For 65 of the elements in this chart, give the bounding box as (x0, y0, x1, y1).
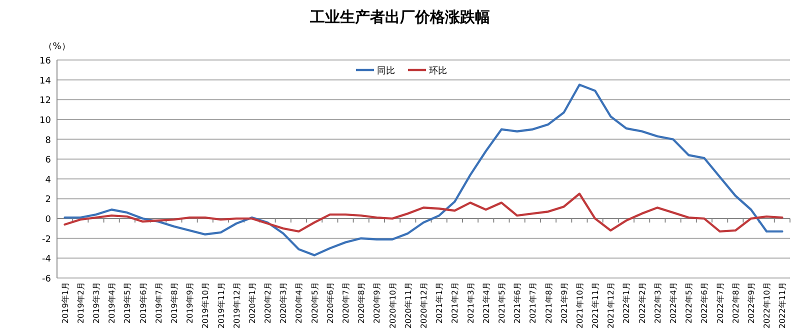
x-tick-label: 2020年3月 (279, 282, 288, 324)
x-tick-label: 2020年12月 (420, 282, 428, 329)
x-tick-label: 2019年11月 (216, 282, 226, 329)
x-tick-label: 2021年12月 (606, 282, 616, 329)
x-tick-label: 2019年3月 (92, 282, 101, 324)
x-tick-label: 2021年1月 (435, 282, 444, 324)
x-tick-label: 2022年4月 (669, 282, 678, 324)
y-axis-title: （%） (44, 42, 70, 52)
x-tick-label: 2020年6月 (326, 282, 335, 324)
x-tick-label: 2020年9月 (372, 282, 382, 324)
x-tick-label: 2019年4月 (108, 282, 117, 324)
x-tick-label: 2019年5月 (123, 282, 132, 324)
legend-label: 同比 (377, 66, 395, 76)
x-tick-label: 2021年10月 (575, 282, 584, 329)
line-series (64, 192, 784, 233)
chart-title: 工业生产者出厂价格涨跌幅 (309, 8, 490, 26)
x-tick-label: 2022年11月 (778, 282, 788, 329)
x-tick-label: 2021年2月 (450, 282, 460, 324)
y-tick-label: -4 (42, 254, 52, 265)
x-tick-label: 2020年8月 (357, 282, 366, 324)
x-tick-label: 2019年7月 (154, 282, 164, 324)
x-tick-label: 2019年1月 (60, 282, 70, 324)
y-tick-label: 4 (45, 175, 52, 186)
x-tick-label: 2020年7月 (342, 282, 351, 324)
x-tick-label: 2021年7月 (528, 282, 538, 324)
x-tick-label: 2021年8月 (544, 282, 554, 324)
x-tick-label: 2021年11月 (591, 282, 600, 329)
x-tick-label: 2021年9月 (560, 282, 569, 324)
x-tick-label: 2021年4月 (482, 282, 491, 324)
x-tick-label: 2022年6月 (700, 282, 710, 324)
x-tick-label: 2022年10月 (762, 282, 772, 329)
x-tick-label: 2019年10月 (201, 282, 210, 329)
x-tick-label: 2019年2月 (76, 282, 86, 324)
x-tick-label: 2020年4月 (294, 282, 304, 324)
x-tick-label: 2022年5月 (684, 282, 694, 324)
x-tick-label: 2019年12月 (232, 282, 242, 329)
x-tick-label: 2019年8月 (170, 282, 179, 324)
x-tick-label: 2022年3月 (653, 282, 662, 324)
y-tick-label: -2 (42, 234, 51, 245)
x-tick-label: 2022年2月 (638, 282, 647, 324)
x-tick-label: 2020年2月 (264, 282, 273, 324)
legend-label: 环比 (429, 66, 447, 76)
x-tick-label: 2019年9月 (186, 282, 195, 324)
x-tick-label: 2022年9月 (747, 282, 756, 324)
line-series (64, 84, 784, 256)
x-tick-label: 2022年8月 (731, 282, 740, 324)
y-tick-label: -6 (42, 274, 52, 284)
y-tick-label: 8 (45, 136, 52, 146)
y-tick-label: 2 (45, 195, 51, 206)
x-tick-label: 2020年11月 (404, 282, 413, 329)
x-tick-label: 2021年3月 (466, 282, 476, 324)
x-tick-label: 2022年7月 (716, 282, 725, 324)
x-tick-label: 2020年1月 (248, 282, 257, 324)
y-tick-label: 12 (40, 96, 51, 106)
x-tick-label: 2020年10月 (388, 282, 398, 329)
y-tick-label: 14 (40, 76, 52, 86)
y-tick-label: 16 (40, 56, 52, 66)
x-tick-label: 2020年5月 (310, 282, 320, 324)
y-tick-label: 10 (40, 116, 52, 126)
x-tick-label: 2021年6月 (513, 282, 522, 324)
y-tick-label: 0 (45, 215, 52, 226)
x-tick-label: 2019年6月 (138, 282, 148, 324)
y-tick-label: 6 (45, 156, 52, 166)
x-tick-label: 2022年1月 (622, 282, 632, 324)
x-tick-label: 2021年5月 (497, 282, 506, 324)
